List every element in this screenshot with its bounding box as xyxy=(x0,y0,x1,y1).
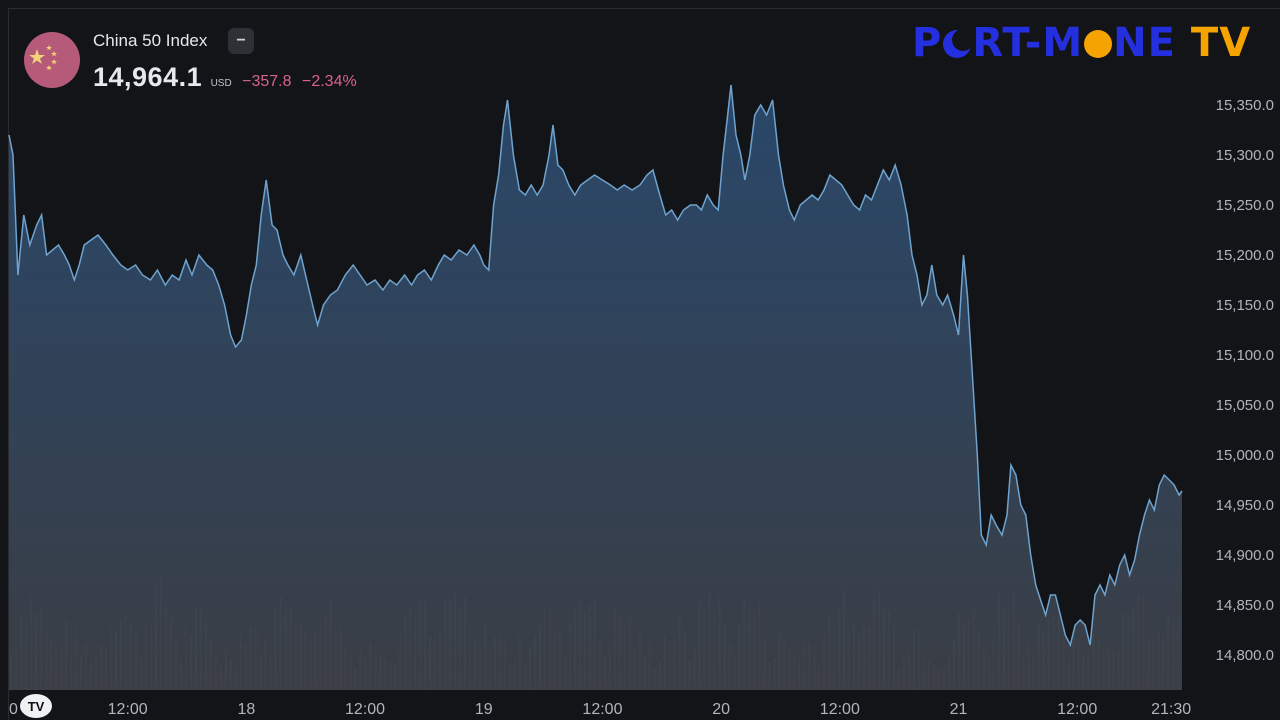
price-line xyxy=(8,84,1183,648)
collapse-button[interactable]: − xyxy=(228,28,254,54)
moon-o-icon xyxy=(943,29,975,58)
brand-logo: P RT-M NE TV xyxy=(912,20,1252,66)
x-tick-label: 21 xyxy=(950,701,968,718)
y-tick-label: 15,150.0 xyxy=(1216,297,1274,314)
symbol-name[interactable]: China 50 Index xyxy=(93,31,208,50)
y-tick-label: 15,200.0 xyxy=(1216,247,1274,264)
y-tick-label: 14,950.0 xyxy=(1216,497,1274,514)
x-tick-label: 12:00 xyxy=(108,701,148,718)
price-row: 14,964.1 USD −357.8 −2.34% xyxy=(93,62,357,93)
x-tick-label: 18 xyxy=(237,701,255,718)
y-tick-label: 14,800.0 xyxy=(1216,647,1274,664)
x-tick-label: 19 xyxy=(475,701,493,718)
y-axis[interactable]: 15,350.0 15,300.0 15,250.0 15,200.0 15,150.0… xyxy=(1216,97,1274,664)
y-tick-label: 14,900.0 xyxy=(1216,547,1274,564)
tradingview-logo-icon[interactable]: TV xyxy=(20,694,52,718)
x-tick-label: 12:00 xyxy=(582,701,622,718)
china-flag-icon xyxy=(24,32,80,88)
x-tick-label: 0 xyxy=(9,701,18,718)
x-tick-label: 12:00 xyxy=(1057,701,1097,718)
x-axis[interactable]: 0 12:00 18 12:00 19 12:00 20 12:00 21 12:00 21:30 xyxy=(9,701,1191,718)
chart-frame xyxy=(8,8,1280,720)
y-tick-label: 15,350.0 xyxy=(1216,97,1274,114)
y-tick-label: 14,850.0 xyxy=(1216,597,1274,614)
y-tick-label: 15,300.0 xyxy=(1216,147,1274,164)
y-tick-label: 15,000.0 xyxy=(1216,447,1274,464)
y-tick-label: 15,100.0 xyxy=(1216,347,1274,364)
last-price: 14,964.1 xyxy=(93,62,203,92)
x-tick-label: 12:00 xyxy=(345,701,385,718)
sun-o-icon xyxy=(1084,30,1113,58)
y-tick-label: 15,050.0 xyxy=(1216,397,1274,414)
x-tick-label: 12:00 xyxy=(820,701,860,718)
currency-label: USD xyxy=(210,78,232,89)
price-change: −357.8 xyxy=(242,73,292,90)
price-area xyxy=(9,85,1182,690)
x-tick-label: 20 xyxy=(712,701,730,718)
x-tick-label: 21:30 xyxy=(1151,701,1191,718)
y-tick-label: 15,250.0 xyxy=(1216,197,1274,214)
price-change-percent: −2.34% xyxy=(301,73,357,90)
